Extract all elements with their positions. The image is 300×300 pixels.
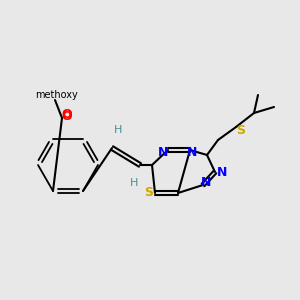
Text: S: S	[145, 187, 154, 200]
Text: N: N	[217, 166, 227, 178]
Text: N: N	[187, 146, 197, 160]
Text: methoxy: methoxy	[36, 90, 78, 100]
Text: S: S	[236, 124, 245, 136]
Text: H: H	[114, 125, 122, 135]
Text: O: O	[62, 107, 72, 121]
Text: H: H	[130, 178, 138, 188]
Text: N: N	[158, 146, 168, 158]
Text: O: O	[62, 110, 72, 122]
Text: N: N	[201, 176, 211, 188]
